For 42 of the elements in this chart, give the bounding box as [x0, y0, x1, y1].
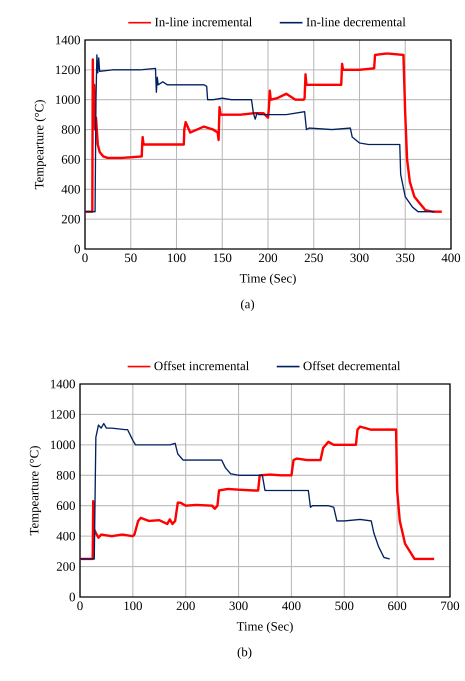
y-tick-label: 600	[56, 501, 75, 510]
x-tick-label: 200	[176, 602, 195, 610]
y-tick-label: 800	[62, 125, 80, 134]
y-tick-label: 1000	[56, 95, 80, 104]
legend-label: Offset decremental	[303, 361, 400, 370]
y-tick-label: 1400	[56, 36, 80, 44]
y-axis-title: Tempearture (°C)	[29, 446, 42, 536]
x-tick-label: 100	[168, 254, 186, 262]
y-axis-title: Tempearture (°C)	[34, 100, 46, 190]
y-tick-label: 200	[56, 562, 75, 571]
x-tick-label: 300	[230, 602, 248, 610]
y-tick-label: 200	[62, 214, 80, 224]
x-tick-label: 200	[258, 254, 278, 262]
text: (b)	[238, 647, 252, 659]
x-axis-title: Time (Sec)	[236, 622, 293, 634]
text: (a)	[240, 299, 254, 311]
x-tick-label: 250	[304, 254, 323, 262]
y-tick-label: 1000	[50, 440, 75, 450]
x-axis-title: Time (Sec)	[240, 274, 296, 286]
x-tick-label: 400	[442, 254, 460, 262]
y-tick-label: 400	[62, 184, 80, 194]
y-tick-label: 1200	[56, 66, 80, 74]
y-tick-label: 0	[74, 244, 80, 254]
x-tick-label: 600	[388, 602, 406, 610]
x-tick-label: 50	[125, 254, 137, 262]
legend-label: Offset incremental	[154, 361, 250, 370]
x-tick-label: 300	[350, 254, 369, 262]
y-tick-label: 800	[56, 470, 75, 480]
y-tick-label: 600	[62, 155, 80, 164]
legend-label: In-line incremental	[155, 17, 252, 26]
x-tick-label: 350	[396, 254, 414, 262]
x-tick-label: 700	[441, 602, 460, 610]
x-tick-label: 0	[82, 254, 88, 262]
y-tick-label: 1400	[50, 380, 75, 388]
y-tick-label: 0	[70, 592, 75, 602]
y-tick-label: 1200	[50, 410, 75, 419]
x-tick-label: 400	[282, 602, 301, 610]
x-tick-label: 500	[335, 602, 354, 610]
x-tick-label: 100	[124, 602, 142, 610]
legend-label: In-line decremental	[306, 17, 406, 26]
x-tick-label: 150	[214, 254, 232, 262]
y-tick-label: 400	[56, 532, 75, 540]
